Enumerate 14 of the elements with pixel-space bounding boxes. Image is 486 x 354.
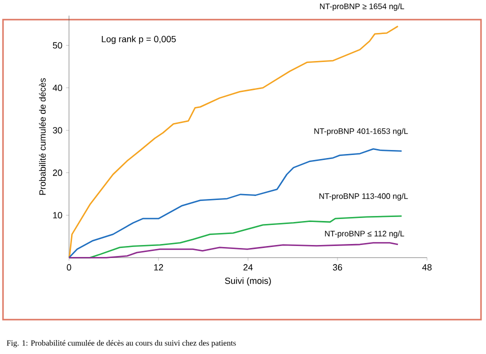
x-tick-label: 12 [154, 264, 164, 271]
line-series [68, 242, 399, 259]
y-axis-title: Probabilité cumulée de décès [38, 78, 46, 195]
annotation: Log rank p = 0,005 [102, 36, 176, 44]
x-tick-label: 48 [422, 264, 432, 271]
x-tick-label: 0 [66, 264, 72, 271]
y-tick-label: 40 [52, 84, 62, 92]
y-tick-label: 30 [52, 127, 62, 134]
x-axis-title: Suivi (mois) [225, 278, 271, 286]
y-tick-label: 10 [53, 212, 62, 219]
x-tick-label: 24 [243, 264, 253, 271]
x-tick-label: 36 [332, 264, 342, 271]
y-tick-label: 50 [52, 42, 62, 49]
y-tick-label: 20 [52, 170, 62, 176]
